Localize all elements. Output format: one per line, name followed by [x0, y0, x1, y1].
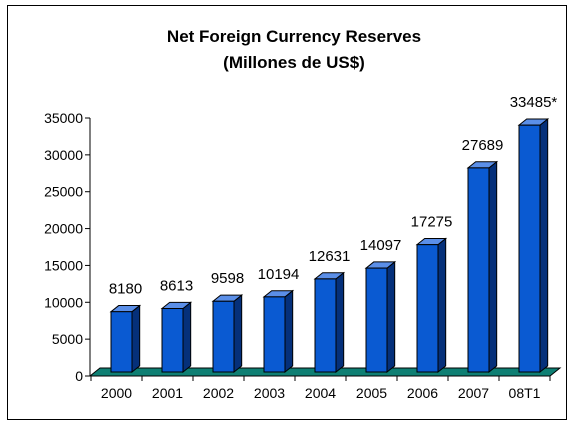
bar-side — [437, 237, 447, 374]
bar-side — [182, 301, 192, 374]
bar-front — [416, 244, 439, 373]
x-tick-label: 2005 — [356, 385, 387, 401]
bars — [109, 117, 550, 374]
data-label: 33485* — [510, 94, 558, 111]
bar — [466, 160, 499, 374]
data-label: 12631 — [309, 248, 351, 265]
bar-front — [518, 124, 541, 373]
data-labels: 8180 8613 9598 10194 12631 14097 17275 27689 334… — [109, 94, 558, 298]
y-tick-label: 30000 — [44, 147, 83, 163]
bar-front — [110, 311, 133, 373]
bar — [313, 271, 346, 374]
x-tick-label: 2006 — [407, 385, 438, 401]
bar-side — [233, 294, 243, 374]
bar — [109, 304, 142, 374]
x-tick-label: 2001 — [152, 385, 183, 401]
bar-front — [263, 296, 286, 373]
bar-side — [335, 271, 345, 374]
data-label: 27689 — [462, 137, 504, 154]
x-tick-label: 2007 — [458, 385, 489, 401]
y-tick-label: 10000 — [44, 294, 83, 310]
y-tick-label: 20000 — [44, 221, 83, 237]
chart-subtitle: (Millones de US$) — [223, 53, 365, 72]
bar — [262, 289, 295, 374]
bar — [211, 294, 244, 374]
bar-front — [212, 300, 235, 373]
data-label: 8180 — [109, 281, 142, 298]
y-tick-label: 35000 — [44, 110, 83, 126]
chart-title: Net Foreign Currency Reserves — [167, 27, 421, 46]
bar-side — [488, 160, 498, 374]
bar-side — [539, 117, 549, 374]
bar — [517, 117, 550, 374]
data-label: 14097 — [360, 237, 402, 254]
data-label: 8613 — [160, 278, 193, 295]
y-tick-label: 0 — [75, 368, 83, 384]
y-tick-label: 25000 — [44, 184, 83, 200]
data-label: 10194 — [258, 266, 300, 283]
x-tick-label: 2003 — [254, 385, 285, 401]
data-label: 17275 — [411, 214, 453, 231]
bar-front — [365, 267, 388, 373]
x-tick-label: 2000 — [101, 385, 132, 401]
bar — [415, 237, 448, 374]
y-tick-label: 5000 — [52, 331, 83, 347]
bar-front — [161, 308, 184, 373]
bar-side — [284, 289, 294, 374]
bar-front — [314, 278, 337, 373]
bar — [160, 301, 193, 374]
bar — [364, 260, 397, 374]
y-tick-label: 15000 — [44, 257, 83, 273]
x-tick-label: 2002 — [203, 385, 234, 401]
axes: 0 5000 10000 15000 20000 25000 30000 35000 2000 2… — [44, 110, 551, 401]
bar-side — [131, 304, 141, 374]
x-tick-label: 2004 — [305, 385, 336, 401]
x-tick-label: 08T1 — [509, 385, 541, 401]
bar-front — [467, 167, 490, 373]
data-label: 9598 — [211, 270, 244, 287]
bar-side — [386, 260, 396, 374]
